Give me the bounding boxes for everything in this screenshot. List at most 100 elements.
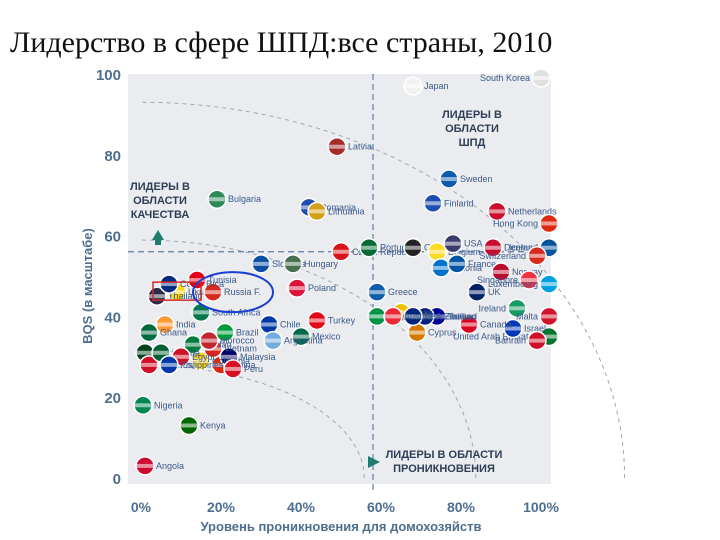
flag-stripe — [284, 261, 302, 266]
flag-stripe — [308, 318, 326, 323]
flag-stripe — [136, 463, 154, 468]
point-label: China — [232, 360, 256, 370]
flag-stripe — [528, 338, 546, 343]
data-point: Israel — [503, 318, 546, 339]
point-label: UK — [488, 287, 501, 297]
highlight-box — [152, 281, 202, 301]
flag-stripe — [136, 350, 154, 355]
flag-stripe — [492, 269, 510, 274]
point-label: Russia F. — [224, 287, 261, 297]
flag-stripe — [540, 245, 558, 250]
point-label: Malta — [516, 311, 538, 321]
point-label: South Korea — [480, 73, 530, 83]
point-label: Angola — [156, 461, 184, 471]
flag-stripe — [332, 249, 350, 254]
flag-stripe — [468, 290, 486, 295]
data-point: Luxembourg — [488, 274, 559, 294]
y-tick-label: 0 — [113, 471, 121, 488]
quadrant-labels: ЛИДЕРЫ В ОБЛАСТИ ШПД ЛИДЕРЫ В ОБЛАСТИ КАЧЕСТВ… — [130, 109, 502, 475]
arrow-up-icon — [152, 230, 164, 240]
arrow-right-icon — [368, 456, 380, 468]
point-label: Lithuania — [328, 206, 365, 216]
point-label: Philippines — [180, 360, 224, 370]
flag-stripe — [540, 334, 558, 339]
data-point: UK — [467, 282, 501, 302]
x-tick-label: 100% — [523, 499, 559, 515]
data-point: Philippines — [159, 355, 224, 375]
flag-stripe — [180, 423, 198, 428]
point-label: Thailand — [168, 291, 203, 301]
flag-stripe — [172, 354, 190, 359]
y-tick-label: 20 — [104, 390, 121, 407]
data-point: Netherlands — [487, 201, 557, 222]
flag-stripe — [308, 209, 326, 214]
data-point: Brazil — [215, 322, 259, 343]
point-label: New Zealand — [424, 311, 477, 321]
flag-stripe — [224, 366, 242, 371]
flag-stripe — [160, 282, 178, 287]
data-point: Latvia — [327, 136, 372, 157]
flag-stripe — [188, 278, 206, 283]
point-label: Romania — [320, 202, 356, 212]
flag-stripe — [428, 314, 446, 319]
point-label: Netherlands — [508, 206, 557, 216]
flag-stripe — [156, 322, 174, 327]
data-point: Hong Kong — [493, 213, 559, 234]
data-point: Lithuania — [307, 201, 365, 222]
point-label: USA — [464, 239, 483, 249]
point-label: Hong Kong — [493, 218, 538, 228]
data-point: Czech Republic — [331, 242, 416, 262]
data-point: Poland — [287, 278, 336, 298]
point-label: Czech Republic — [352, 247, 416, 257]
point-label: Greece — [388, 287, 418, 297]
flag-stripe — [404, 245, 422, 250]
flag-stripe — [540, 314, 558, 319]
point-label: Latvia — [348, 142, 372, 152]
quadrant-label-penetration: ЛИДЕРЫ В ОБЛАСТИ ПРОНИКНОВЕНИЯ — [386, 449, 503, 475]
data-point: Finland — [423, 193, 474, 214]
flag-stripe — [416, 314, 434, 319]
data-point: Russia F. — [203, 282, 261, 302]
point-label: Egypt — [192, 352, 216, 362]
quadrant-label-broadband: ЛИДЕРЫ В ОБЛАСТИ ШПД — [442, 109, 502, 149]
point-label: Kenya — [200, 420, 226, 430]
flag-stripe — [440, 177, 458, 182]
data-point: Greece — [367, 282, 418, 302]
data-point: Kenya — [179, 415, 226, 436]
arrow-up-stem — [155, 240, 161, 245]
flag-stripe — [134, 403, 152, 408]
point-label: Singapore — [477, 275, 518, 285]
point-label: Israel — [524, 324, 546, 334]
y-tick-label: 40 — [104, 309, 121, 326]
data-point: Nigeria — [133, 395, 183, 416]
flag-stripe — [460, 322, 478, 327]
flag-stripe — [152, 350, 170, 355]
y-tick-label: 80 — [104, 148, 121, 165]
x-axis-title: Уровень проникновения для домохозяйств — [200, 519, 481, 534]
flag-stripe — [520, 278, 538, 283]
point-label: Estonia — [452, 263, 482, 273]
reference-arc — [140, 101, 626, 479]
flag-stripe — [208, 197, 226, 202]
point-label: Bahrain — [495, 336, 526, 346]
flag-stripe — [360, 245, 378, 250]
point-label: Switzerland — [479, 251, 526, 261]
data-point: Sweden — [439, 169, 493, 189]
flag-stripe — [252, 261, 270, 266]
point-label: Ghana — [160, 328, 187, 338]
flag-stripe — [444, 241, 462, 246]
flag-stripe — [540, 221, 558, 226]
flag-stripe — [508, 306, 526, 311]
point-label: Hungary — [304, 259, 339, 269]
flag-stripe — [528, 253, 546, 258]
flag-stripe — [204, 290, 222, 295]
flag-stripe — [140, 362, 158, 367]
flag-stripe — [408, 330, 426, 335]
x-tick-label: 80% — [447, 499, 476, 515]
data-point: Canada — [459, 314, 512, 335]
flag-stripe — [384, 314, 402, 319]
flag-stripe — [220, 354, 238, 359]
point-label: Bulgaria — [228, 194, 261, 204]
x-tick-label: 60% — [367, 499, 396, 515]
point-label: Vietnam — [224, 344, 257, 354]
